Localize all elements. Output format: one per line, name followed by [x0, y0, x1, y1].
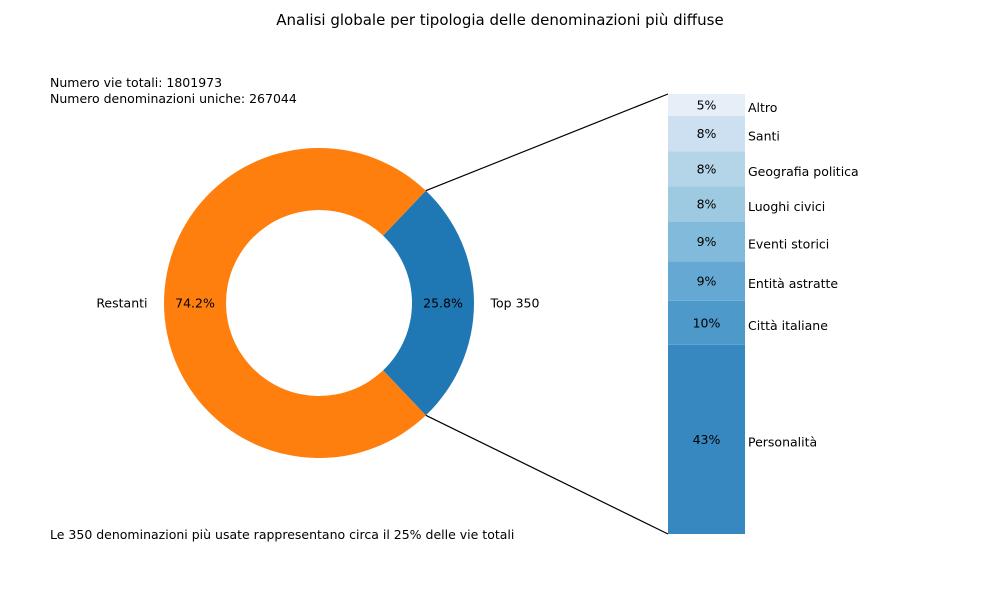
bar-segment-altro [668, 94, 745, 116]
bar-value-label-eventi-storici: 9% [697, 234, 717, 249]
connector-line-top [425, 93, 669, 192]
chart-title: Analisi globale per tipologia delle deno… [276, 11, 724, 29]
bar-category-label-luoghi-civici: Luoghi civici [748, 199, 825, 214]
bar-segment-eventi-storici [668, 221, 745, 262]
bar-value-label-personalita: 43% [693, 432, 721, 447]
bar-category-label-altro: Altro [748, 100, 777, 115]
connector-line-bottom [425, 414, 669, 535]
stacked-bar-chart: 43% Personalità 10% Città italiane 9% Entità … [668, 94, 859, 534]
donut-wedge-restanti [163, 147, 426, 458]
bar-segment-personalita [668, 344, 745, 534]
footer-note: Le 350 denominazioni più usate rappresen… [50, 527, 515, 542]
bar-segment-entita-astratte [668, 261, 745, 301]
bar-segment-luoghi-civici [668, 186, 745, 222]
bar-value-label-citta-italiane: 10% [693, 315, 721, 330]
donut-pct-label-top-350: 25.8% [423, 296, 463, 311]
donut-chart: 25.8% Top 350 74.2% Restanti [96, 147, 540, 458]
bar-category-label-citta-italiane: Città italiane [748, 318, 828, 333]
total-streets-note: Numero vie totali: 1801973 [50, 75, 223, 90]
bar-value-label-geografia-politica: 8% [697, 161, 717, 176]
donut-label-top-350: Top 350 [490, 296, 540, 311]
donut-label-restanti: Restanti [96, 296, 147, 311]
bar-category-label-entita-astratte: Entità astratte [748, 276, 838, 291]
bar-category-label-personalita: Personalità [748, 434, 817, 449]
bar-value-label-altro: 5% [697, 98, 717, 113]
bar-value-label-entita-astratte: 9% [697, 274, 717, 289]
donut-pct-label-restanti: 74.2% [175, 296, 215, 311]
connector-lines [425, 93, 669, 535]
bar-segment-citta-italiane [668, 300, 745, 345]
bar-value-label-santi: 8% [697, 126, 717, 141]
unique-names-note: Numero denominazioni uniche: 267044 [50, 91, 297, 106]
bar-category-label-santi: Santi [748, 129, 780, 144]
bar-category-label-geografia-politica: Geografia politica [748, 164, 859, 179]
bar-segment-geografia-politica [668, 151, 745, 187]
bar-category-label-eventi-storici: Eventi storici [748, 236, 829, 251]
bar-segment-santi [668, 116, 745, 152]
donut-wedge-top-350 [383, 190, 474, 416]
bar-value-label-luoghi-civici: 8% [697, 197, 717, 212]
